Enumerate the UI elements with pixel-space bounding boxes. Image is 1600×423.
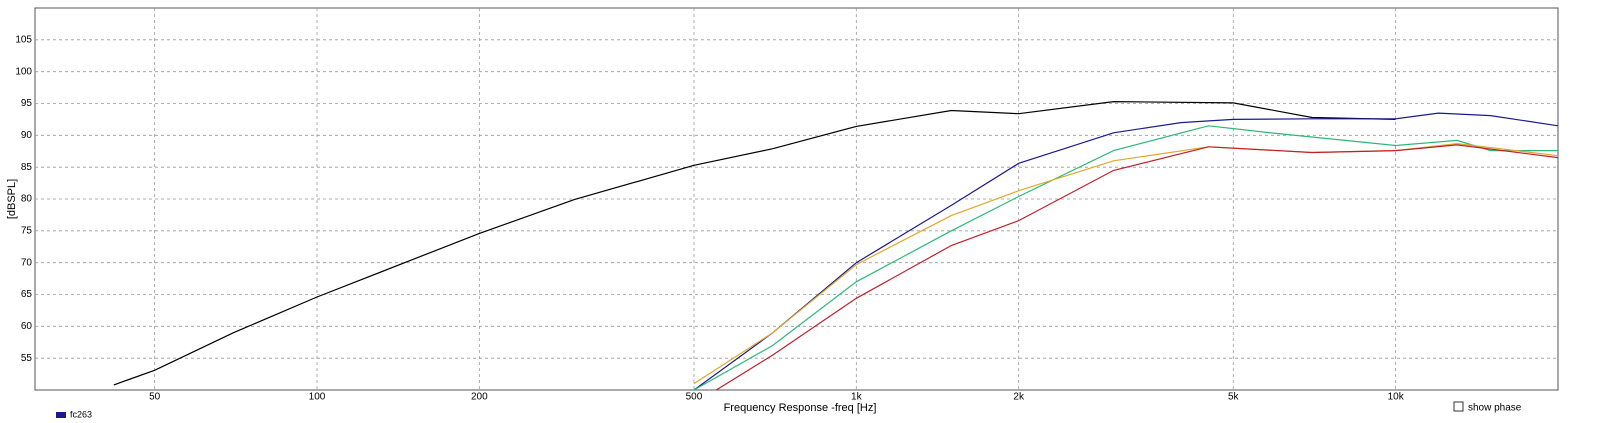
y-axis-label: [dBSPL] [6,179,18,219]
y-tick-label: 70 [21,257,33,268]
y-tick-label: 55 [21,353,33,364]
y-tick-label: 85 [21,162,33,173]
x-tick-label: 500 [686,392,703,403]
x-axis-label: Frequency Response -freq [Hz] [724,402,877,414]
x-tick-label: 100 [309,392,326,403]
legend-swatch [56,412,66,418]
y-tick-label: 80 [21,194,33,205]
y-tick-label: 95 [21,98,33,109]
checkbox-label[interactable]: show phase [1468,403,1522,414]
y-tick-label: 65 [21,289,33,300]
series-line [693,125,1558,391]
legend-entry: fc263 [70,409,92,419]
series-line [693,112,1559,391]
y-tick-label: 100 [15,66,32,77]
x-tick-label: 50 [149,392,161,403]
y-tick-label: 105 [15,34,32,45]
x-tick-label: 2k [1013,392,1025,403]
series-line [113,100,1396,386]
checkbox[interactable] [1453,401,1464,412]
y-tick-label: 60 [21,321,33,332]
x-tick-label: 200 [471,392,488,403]
x-tick-label: 1k [851,392,863,403]
series-line [715,144,1559,391]
y-tick-label: 90 [21,130,33,141]
x-tick-label: 10k [1388,392,1405,403]
y-tick-label: 75 [21,225,33,236]
x-tick-label: 5k [1228,392,1240,403]
